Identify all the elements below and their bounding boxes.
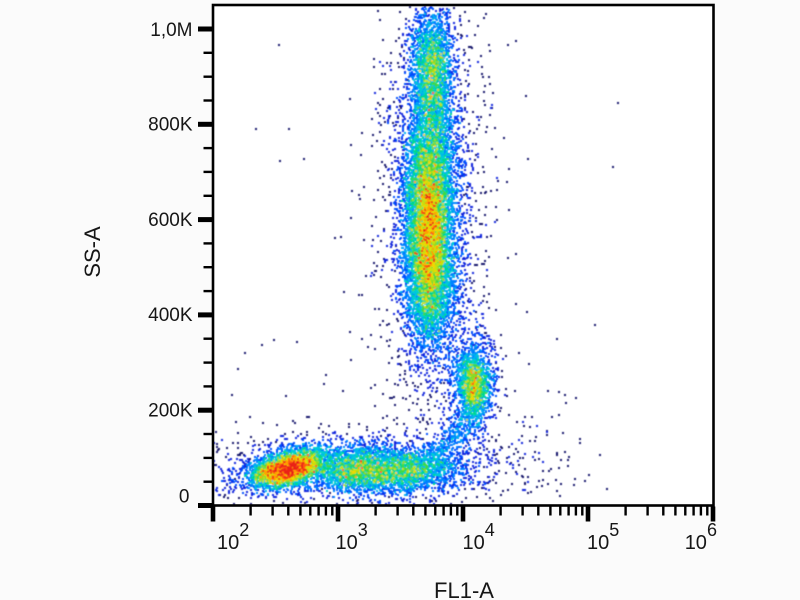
- svg-text:200K: 200K: [148, 401, 193, 422]
- svg-text:1,0M: 1,0M: [150, 20, 192, 41]
- svg-text:400K: 400K: [148, 305, 193, 326]
- svg-text:FL1-A: FL1-A: [434, 578, 494, 600]
- svg-text:SS-A: SS-A: [80, 226, 105, 278]
- svg-text:800K: 800K: [148, 115, 193, 136]
- svg-text:0: 0: [179, 487, 190, 508]
- svg-text:600K: 600K: [148, 210, 193, 231]
